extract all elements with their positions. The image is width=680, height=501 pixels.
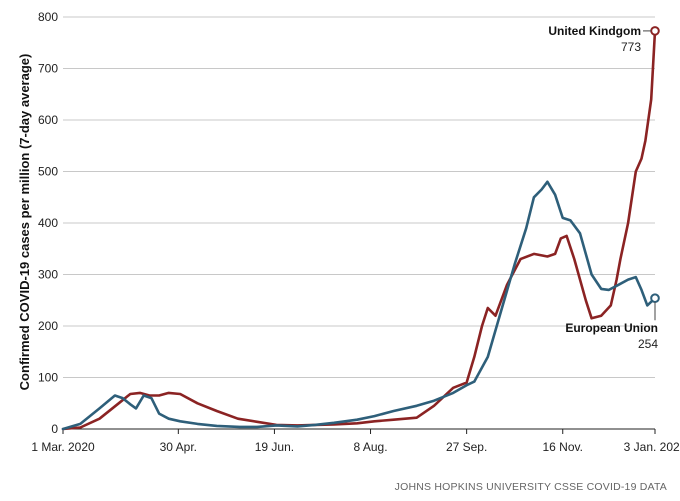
- source-note: JOHNS HOPKINS UNIVERSITY CSSE COVID-19 D…: [395, 481, 667, 493]
- x-tick-label-2: 19 Jun.: [255, 440, 294, 454]
- gridlines: [63, 16, 655, 378]
- series-value-label-1: 254: [638, 337, 658, 351]
- x-tick-label-0: 1 Mar. 2020: [31, 440, 95, 454]
- y-tick-label-200: 200: [38, 319, 58, 333]
- series-line-0: [61, 29, 657, 431]
- series-value-label-0: 773: [621, 40, 641, 54]
- x-tick-label-3: 8 Aug.: [354, 440, 388, 454]
- y-tick-label-400: 400: [38, 216, 58, 230]
- y-tick-label-300: 300: [38, 268, 58, 282]
- y-axis-ticks: 0 100 200 300 400 500 600 700 800: [38, 10, 58, 436]
- series-group: [61, 26, 660, 431]
- x-tick-label-1: 30 Apr.: [160, 440, 197, 454]
- x-tick-label-5: 16 Nov.: [543, 440, 583, 454]
- y-tick-label-100: 100: [38, 371, 58, 385]
- series-line-1: [61, 180, 657, 431]
- y-tick-label-700: 700: [38, 62, 58, 76]
- x-tick-label-6: 3 Jan. 2021: [624, 440, 680, 454]
- y-tick-label-600: 600: [38, 113, 58, 127]
- series-name-label-1: European Union: [565, 321, 658, 335]
- x-tick-label-4: 27 Sep.: [446, 440, 487, 454]
- x-axis-ticks: 1 Mar. 2020 30 Apr. 19 Jun. 8 Aug. 27 Sep. 16…: [31, 429, 680, 454]
- end-labels: United Kindgom 773 European Union 254: [548, 24, 658, 351]
- y-axis-label: Confirmed COVID-19 cases per million (7-…: [17, 54, 32, 391]
- y-tick-label-500: 500: [38, 165, 58, 179]
- series-name-label-0: United Kindgom: [548, 24, 641, 38]
- series-end-marker-0: [650, 26, 660, 36]
- y-tick-label-0: 0: [51, 422, 58, 436]
- series-end-marker-1: [650, 293, 660, 303]
- y-tick-label-800: 800: [38, 10, 58, 24]
